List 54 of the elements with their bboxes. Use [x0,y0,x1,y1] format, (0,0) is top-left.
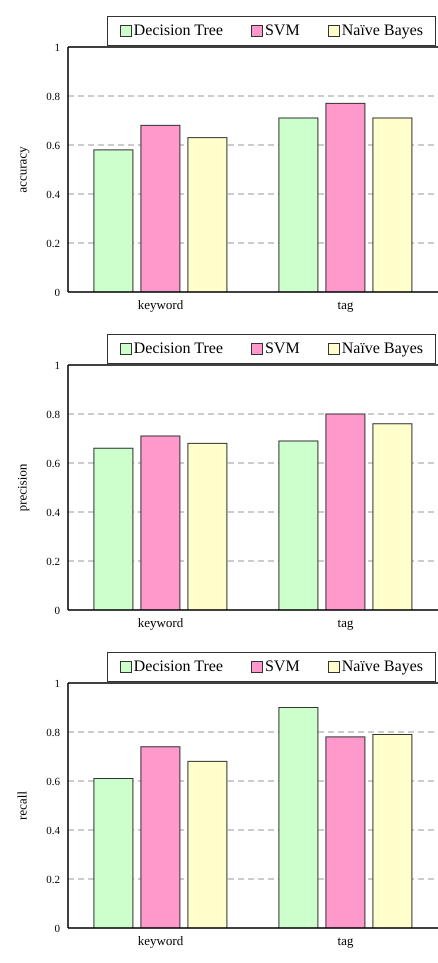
bar [325,736,366,928]
x-tick-label: tag [338,297,354,312]
legend-label: Naïve Bayes [342,22,423,40]
y-tick-label: 0.2 [46,874,60,886]
x-tick-label: keyword [138,615,184,630]
y-tick-label: 0 [54,286,60,299]
y-tick-label: 0.6 [46,140,60,152]
legend-label: SVM [265,340,300,358]
bar [372,118,412,292]
bar [372,734,412,928]
bar [93,778,134,928]
y-tick-label: 0.4 [46,506,60,519]
y-tick-label: 0.6 [46,776,60,788]
bar [325,414,366,610]
legend-label: Naïve Bayes [342,658,423,676]
bar [140,124,180,292]
y-tick-label: 0.8 [46,90,60,103]
y-axis-title: accuracy [14,146,30,193]
y-axis-title: precision [14,463,30,512]
y-tick-label: 0.8 [46,408,60,421]
legend-label: Decision Tree [134,340,223,358]
legend-label: Decision Tree [134,22,223,40]
bar [140,746,180,928]
bar [187,137,228,292]
y-tick-label: 0.8 [46,726,60,739]
bar [187,442,228,610]
y-tick-label: 1 [54,678,60,690]
legend-label: Decision Tree [134,658,223,676]
bar [278,440,318,610]
y-tick-label: 1 [54,360,60,372]
y-tick-label: 0.4 [46,188,60,201]
y-tick-label: 1 [54,42,60,54]
legend-label: SVM [265,658,300,676]
y-tick-label: 0 [54,604,60,617]
bar [278,707,318,928]
x-tick-label: keyword [138,297,184,312]
x-tick-label: keyword [138,933,184,948]
y-tick-label: 0 [54,922,60,935]
bar [187,760,228,928]
y-tick-label: 0.6 [46,458,60,470]
bar [372,423,412,610]
x-tick-label: tag [338,933,354,948]
bar [93,448,134,610]
y-tick-label: 0.2 [46,556,60,568]
y-tick-label: 0.2 [46,238,60,250]
y-axis-title: recall [14,790,30,820]
bar [278,118,318,292]
bar [140,436,180,610]
bar [93,149,134,292]
y-tick-label: 0.4 [46,824,60,837]
x-tick-label: tag [338,615,354,630]
bar [325,102,366,292]
legend-label: Naïve Bayes [342,340,423,358]
legend-label: SVM [265,22,300,40]
